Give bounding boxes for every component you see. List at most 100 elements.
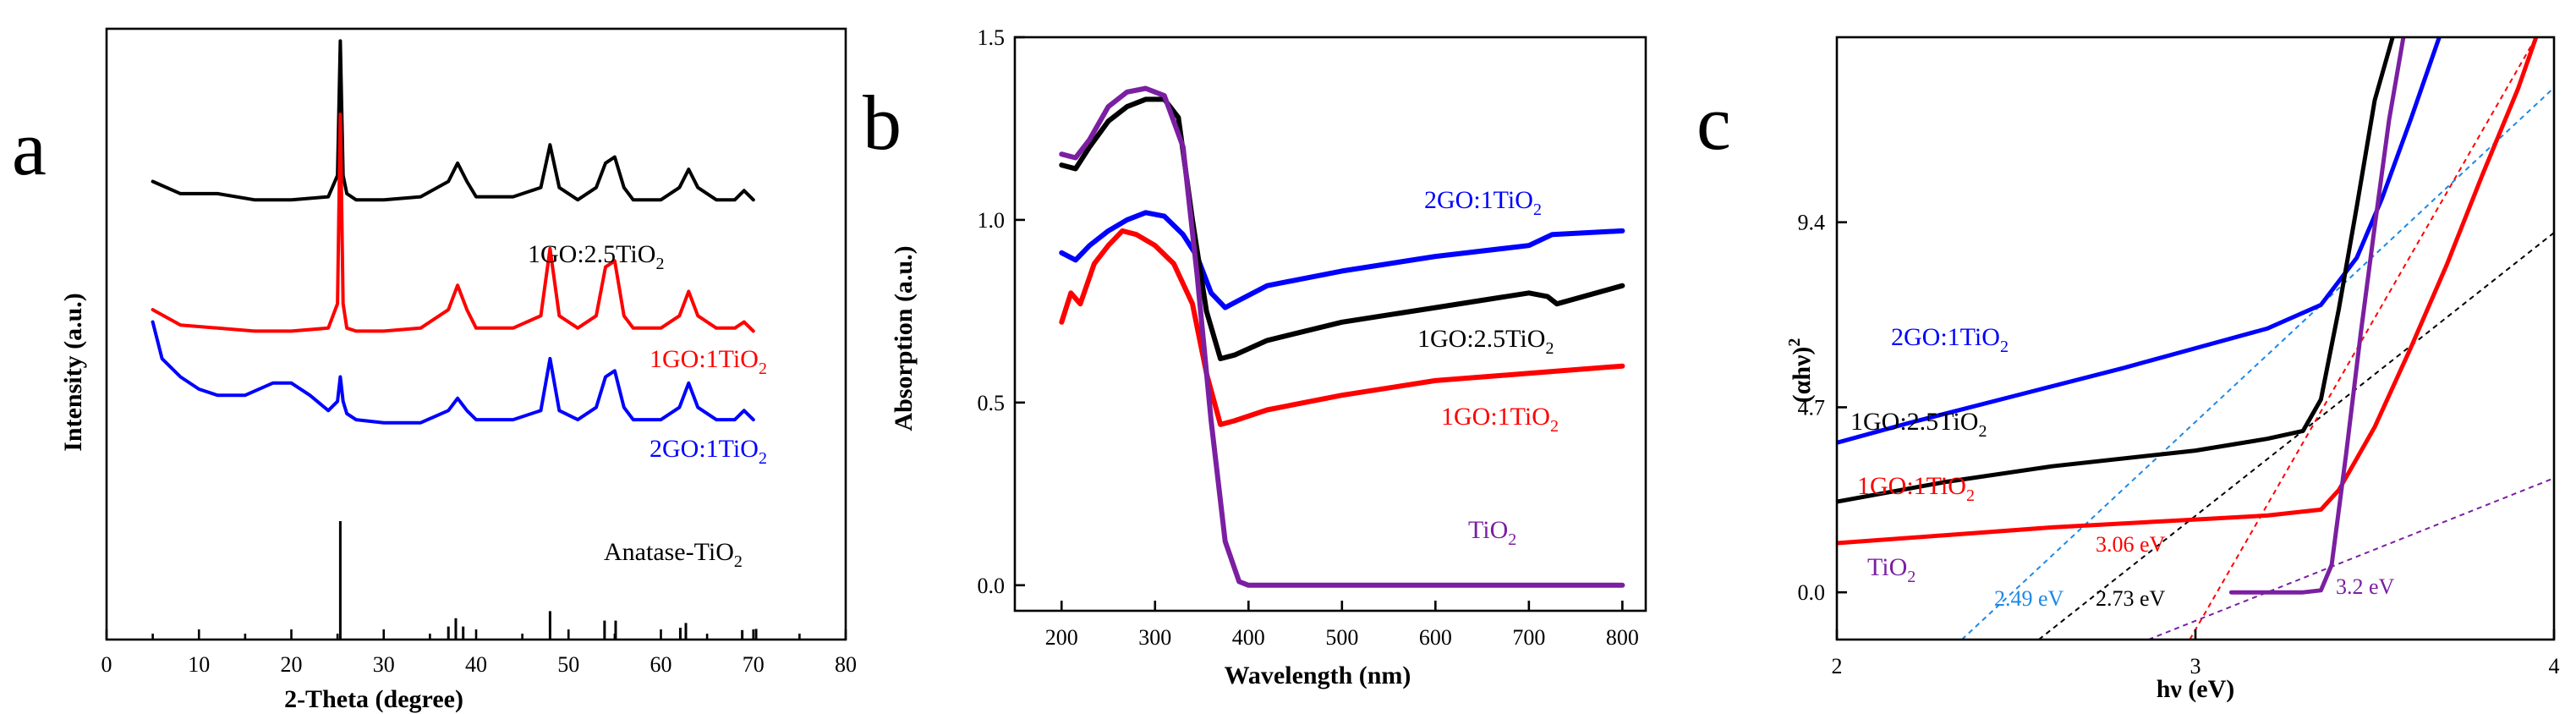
panel-b-x-axis-title: Wavelength (nm) — [1225, 662, 1411, 689]
panel-c-label-1go-2.5tio2-main: 1GO:2.5TiO — [1850, 408, 1978, 436]
panel-a-x-tick-label: 80 — [835, 652, 857, 677]
panel-c-series-2go-1tio2 — [1837, 37, 2442, 445]
panel-c-x-tick-label: 2 — [1832, 654, 1843, 678]
panel-a-label-anatase-main: Anatase-TiO — [604, 538, 734, 566]
panel-b-x-tick-label: 600 — [1419, 625, 1452, 650]
panel-a-label-2go-1tio2-sub: 2 — [759, 449, 767, 468]
panel-b: b 200 300 400 500 600 700 800 0.0 0.5 1.0 1.5 Wave… — [863, 25, 1647, 689]
panel-c-series-group — [1837, 37, 2539, 595]
panel-b-y-axis-title: Absorption (a.u.) — [890, 245, 918, 431]
panel-b-series-tio2 — [1059, 85, 1625, 588]
panel-a-letter: a — [12, 105, 47, 191]
panel-c-series-1go-1tio2 — [1837, 37, 2539, 546]
panel-a-x-axis-title: 2-Theta (degree) — [284, 685, 463, 713]
panel-a-series-group — [151, 39, 755, 425]
panel-c-label-2go-1tio2-main: 2GO:1TiO — [1891, 323, 2000, 351]
panel-a-x-tick-label: 0 — [101, 652, 112, 677]
panel-a-x-tick-label: 40 — [465, 652, 487, 677]
panel-c-series-1go-2.5tio2 — [1837, 37, 2395, 504]
panel-c-annotation-3.2ev: 3.2 eV — [2336, 574, 2395, 599]
panel-a-label-1go-2.5tio2-main: 1GO:2.5TiO — [528, 240, 655, 268]
panel-b-label-2go-1tio2-sub: 2 — [1533, 200, 1542, 219]
panel-b-label-2go-1tio2: 2GO:1TiO2 — [1424, 186, 1542, 219]
panel-a-reference-sticks — [338, 521, 758, 640]
panel-c-label-1go-1tio2-main: 1GO:1TiO — [1857, 472, 1966, 500]
panel-c-series-tio2 — [2228, 37, 2406, 595]
panel-c-label-tio2: TiO2 — [1867, 553, 1916, 586]
panel-c-y-axis-title: (αhν)2 — [1785, 338, 1816, 404]
panel-a-label-1go-1tio2: 1GO:1TiO2 — [649, 345, 767, 378]
panel-b-x-tick-label: 300 — [1138, 625, 1171, 650]
panel-b-x-tick-label: 200 — [1045, 625, 1078, 650]
panel-c-ticks: 2 3 4 0.0 4.7 9.4 — [1798, 211, 2560, 678]
panel-b-label-tio2-main: TiO — [1468, 516, 1508, 544]
panel-c-label-1go-2.5tio2-sub: 2 — [1978, 422, 1987, 441]
panel-c-tangent-1go-1tio2 — [2189, 37, 2537, 640]
panel-c-label-1go-1tio2: 1GO:1TiO2 — [1857, 472, 1975, 505]
panel-a-label-1go-2.5tio2-sub: 2 — [655, 255, 664, 273]
panel-c-tangent-lines — [1961, 37, 2554, 640]
panel-c-x-tick-label: 4 — [2549, 654, 2560, 678]
panel-b-label-1go-2.5tio2-sub: 2 — [1545, 339, 1554, 358]
panel-a-x-tick-label: 10 — [188, 652, 210, 677]
panel-b-y-tick-label: 1.5 — [978, 25, 1006, 50]
panel-c-annotation-3.06ev: 3.06 eV — [2096, 532, 2166, 557]
panel-c-y-tick-label: 9.4 — [1798, 211, 1826, 235]
panel-b-label-1go-2.5tio2: 1GO:2.5TiO2 — [1417, 325, 1554, 358]
panel-a-series-1go-1tio2 — [151, 113, 755, 333]
panel-b-label-2go-1tio2-main: 2GO:1TiO — [1424, 186, 1533, 214]
panel-a-series-2go-1tio2 — [151, 320, 755, 425]
panel-b-label-1go-1tio2-sub: 2 — [1550, 417, 1559, 436]
panel-b-series-group — [1059, 85, 1625, 588]
panel-b-x-tick-label: 400 — [1232, 625, 1265, 650]
panel-a-label-1go-1tio2-sub: 2 — [759, 360, 767, 378]
panel-a-y-axis-title: Intensity (a.u.) — [59, 293, 87, 452]
panel-a-x-tick-label: 50 — [557, 652, 579, 677]
panel-a-label-2go-1tio2: 2GO:1TiO2 — [649, 435, 767, 468]
panel-a-x-tick-label: 70 — [743, 652, 765, 677]
panel-b-series-2go-1tio2 — [1059, 210, 1625, 310]
panel-c-annotation-2.49ev: 2.49 eV — [1994, 586, 2064, 611]
panel-b-series-1go-1tio2 — [1059, 228, 1625, 427]
panel-b-x-tick-label: 500 — [1325, 625, 1358, 650]
panel-a-x-tick-label: 30 — [373, 652, 395, 677]
panel-b-label-tio2: TiO2 — [1468, 516, 1516, 549]
panel-c-tangent-1go-2.5tio2 — [2038, 231, 2554, 640]
panel-b-y-tick-label: 1.0 — [978, 208, 1006, 233]
panel-b-label-tio2-sub: 2 — [1508, 530, 1516, 549]
panel-a-x-tick-label: 20 — [281, 652, 303, 677]
panel-a: a 0 10 20 30 40 50 60 70 80 2-Theta (degree) Int… — [12, 27, 857, 713]
panel-a-label-anatase-sub: 2 — [734, 552, 743, 571]
panel-c-letter: c — [1696, 80, 1731, 166]
panel-a-axis-frame — [105, 27, 847, 641]
panel-c-tangent-tio2 — [2148, 477, 2554, 640]
panel-a-label-1go-2.5tio2: 1GO:2.5TiO2 — [528, 240, 664, 273]
panel-b-x-tick-label: 800 — [1606, 625, 1639, 650]
panel-c-label-2go-1tio2-sub: 2 — [2000, 338, 2009, 356]
panel-c-label-1go-2.5tio2: 1GO:2.5TiO2 — [1850, 408, 1987, 441]
panel-a-label-2go-1tio2-main: 2GO:1TiO — [649, 435, 759, 463]
panel-c: c 2 3 40.04.79.4 hν (eV) (αhν)2 2GO:1TiO2 … — [1696, 36, 2560, 703]
panel-a-series-1go-2.5tio2 — [151, 39, 755, 202]
panel-c-y-axis-title-sup: 2 — [1785, 338, 1804, 347]
panel-c-annotation-2.73ev: 2.73 eV — [2096, 586, 2166, 611]
panel-c-y-axis-title-main: (αhν) — [1788, 347, 1816, 404]
panel-a-x-tick-label: 60 — [650, 652, 672, 677]
panel-b-letter: b — [863, 80, 902, 166]
panel-b-y-tick-label: 0.0 — [978, 574, 1006, 598]
panel-c-label-tio2-main: TiO — [1867, 553, 1907, 581]
panel-a-plot-area: 0 10 20 30 40 50 60 70 80 — [101, 27, 857, 677]
panel-c-label-1go-1tio2-sub: 2 — [1966, 486, 1975, 505]
panel-b-x-tick-label: 700 — [1512, 625, 1545, 650]
panel-b-axis-frame — [1013, 36, 1647, 612]
panel-b-label-1go-2.5tio2-main: 1GO:2.5TiO — [1417, 325, 1545, 353]
panel-a-label-1go-1tio2-main: 1GO:1TiO — [649, 345, 759, 373]
panel-a-x-ticks: 0 10 20 30 40 50 60 70 80 — [101, 629, 857, 677]
panel-c-x-axis-title: hν (eV) — [2157, 675, 2235, 703]
panel-c-label-2go-1tio2: 2GO:1TiO2 — [1891, 323, 2009, 356]
panel-b-label-1go-1tio2-main: 1GO:1TiO — [1441, 403, 1550, 431]
panel-b-label-1go-1tio2: 1GO:1TiO2 — [1441, 403, 1559, 436]
panel-c-tangent-2go-1tio2 — [1961, 86, 2554, 640]
panel-a-label-anatase: Anatase-TiO2 — [604, 538, 743, 571]
